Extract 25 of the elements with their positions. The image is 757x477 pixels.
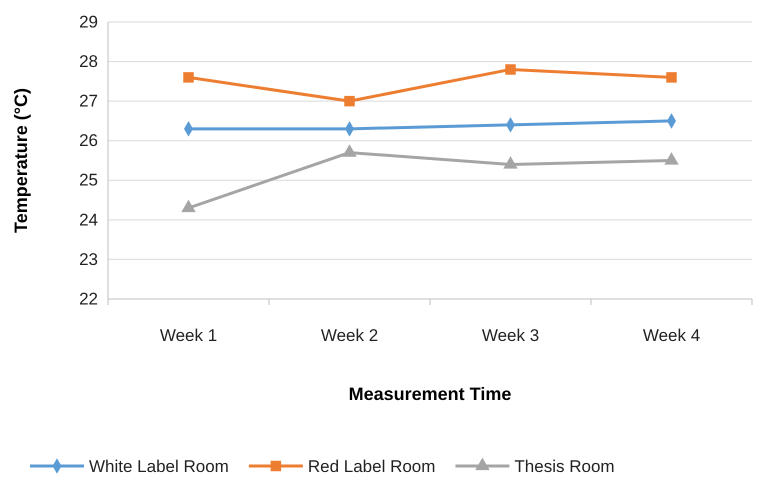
point	[183, 72, 194, 83]
point	[181, 200, 196, 212]
y-tick-label: 28	[79, 52, 98, 72]
point	[344, 96, 355, 106]
point	[666, 72, 677, 83]
x-axis-title: Measurement Time	[348, 384, 512, 404]
y-tick-label: 23	[79, 250, 98, 269]
legend-label: White Label Room	[89, 457, 229, 476]
x-tick-label: Week 1	[160, 326, 218, 346]
y-tick-label: 24	[79, 210, 98, 230]
y-tick-label: 27	[79, 92, 98, 111]
point	[503, 156, 518, 169]
point	[505, 64, 516, 75]
point	[664, 152, 679, 165]
x-tick-label: Week 3	[482, 326, 540, 346]
point	[342, 144, 357, 157]
y-tick-label: 26	[79, 131, 98, 150]
y-tick-label: 22	[79, 289, 98, 308]
legend-label: Thesis Room	[514, 457, 615, 476]
y-axis-title: Temperature (°C)	[11, 88, 31, 233]
y-tick-label: 29	[79, 12, 98, 32]
x-tick-label: Week 2	[320, 326, 378, 346]
y-tick-label: 25	[79, 170, 98, 190]
x-tick-label: Week 4	[642, 326, 700, 346]
legend-label: Red Label Room	[308, 457, 436, 476]
